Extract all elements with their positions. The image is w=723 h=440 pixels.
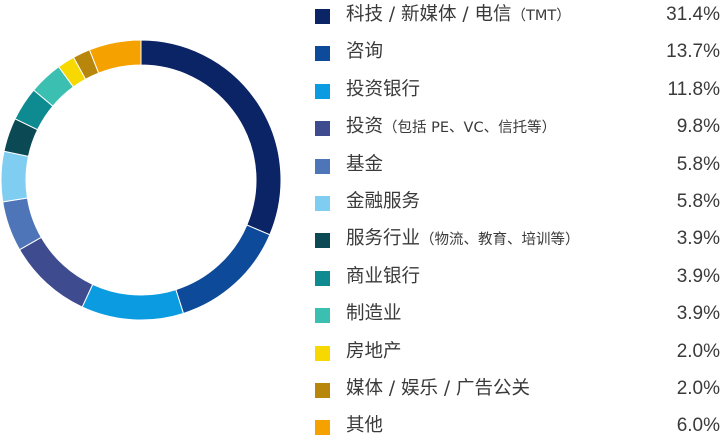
legend-label: 金融服务	[346, 190, 420, 214]
donut-slice-6	[0, 150, 30, 203]
legend-label-main: 金融服务	[346, 191, 421, 212]
donut-slice-12	[88, 39, 142, 74]
legend-label-note: （TMT）	[511, 8, 571, 24]
legend-label-main: 房地产	[346, 340, 402, 362]
legend-label: 商业银行	[346, 265, 420, 289]
legend-label: 基金	[346, 153, 383, 177]
legend-swatch	[315, 383, 330, 398]
donut-slice-2	[175, 224, 271, 315]
legend-item: 商业银行 3.9%	[315, 263, 720, 291]
legend-value: 3.9%	[676, 303, 720, 325]
donut-slice-3	[81, 283, 185, 321]
legend-label: 制造业	[346, 302, 402, 326]
donut-slice-4	[18, 236, 94, 308]
legend-label: 服务行业（物流、教育、培训等）	[346, 227, 580, 252]
legend-item: 科技 / 新媒体 / 电信（TMT） 31.4%	[315, 1, 720, 29]
legend-label-main: 咨询	[346, 41, 384, 63]
legend-label-main: 媒体 / 娱乐 / 广告公关	[346, 378, 530, 399]
legend-swatch	[315, 196, 330, 211]
legend-swatch	[315, 83, 330, 99]
legend-value: 3.9%	[676, 265, 720, 287]
legend-label: 咨询	[346, 40, 383, 64]
legend-value: 11.8%	[667, 78, 720, 100]
legend-swatch	[315, 233, 330, 249]
legend-value: 2.0%	[676, 340, 720, 362]
legend-item: 其他 6.0%	[315, 412, 720, 440]
legend-label: 房地产	[346, 340, 402, 364]
legend-item: 投资（包括 PE、VC、信托等） 9.8%	[315, 113, 720, 141]
legend-value: 3.9%	[676, 228, 720, 250]
donut-chart	[0, 39, 282, 321]
legend-label-main: 基金	[346, 153, 384, 175]
legend-value: 9.8%	[676, 116, 720, 138]
legend-label-main: 科技 / 新媒体 / 电信	[346, 4, 512, 25]
legend-label: 科技 / 新媒体 / 电信（TMT）	[346, 3, 571, 28]
legend-value: 31.4%	[666, 4, 720, 25]
legend-label: 投资银行	[346, 78, 420, 102]
legend-swatch	[315, 420, 330, 436]
legend-swatch	[315, 345, 330, 361]
legend-label-note: （包括 PE、VC、信托等）	[383, 120, 557, 137]
legend-item: 投资银行 11.8%	[315, 76, 720, 104]
legend-item: 咨询 13.7%	[315, 38, 720, 66]
legend-item: 基金 5.8%	[315, 151, 720, 179]
legend-label-main: 商业银行	[346, 265, 421, 287]
legend-value: 13.7%	[666, 41, 720, 63]
legend-swatch	[315, 308, 330, 324]
legend-label: 其他	[346, 414, 383, 438]
legend-item: 媒体 / 娱乐 / 广告公关 2.0%	[315, 375, 720, 403]
legend-value: 5.8%	[676, 153, 720, 175]
legend-value: 6.0%	[676, 415, 720, 437]
legend-label-note: （物流、教育、培训等）	[420, 232, 580, 249]
legend-label-main: 投资银行	[346, 78, 421, 100]
legend-item: 服务行业（物流、教育、培训等） 3.9%	[315, 225, 720, 253]
legend-item: 房地产 2.0%	[315, 338, 720, 366]
legend-value: 5.8%	[676, 191, 720, 212]
legend-item: 金融服务 5.8%	[315, 188, 720, 216]
legend-swatch	[315, 46, 330, 62]
legend-label: 媒体 / 娱乐 / 广告公关	[346, 377, 530, 401]
legend-label-main: 投资	[346, 116, 384, 138]
legend-value: 2.0%	[676, 378, 720, 399]
donut-slice-1	[140, 39, 282, 236]
legend-swatch	[315, 270, 330, 286]
legend-label-main: 服务行业	[346, 228, 421, 250]
legend-label-main: 制造业	[346, 303, 402, 325]
legend-item: 制造业 3.9%	[315, 300, 720, 328]
legend-swatch	[315, 158, 330, 174]
legend-label-main: 其他	[346, 415, 384, 437]
legend-label: 投资（包括 PE、VC、信托等）	[346, 115, 556, 140]
legend-swatch	[315, 9, 330, 24]
legend-swatch	[315, 121, 330, 137]
